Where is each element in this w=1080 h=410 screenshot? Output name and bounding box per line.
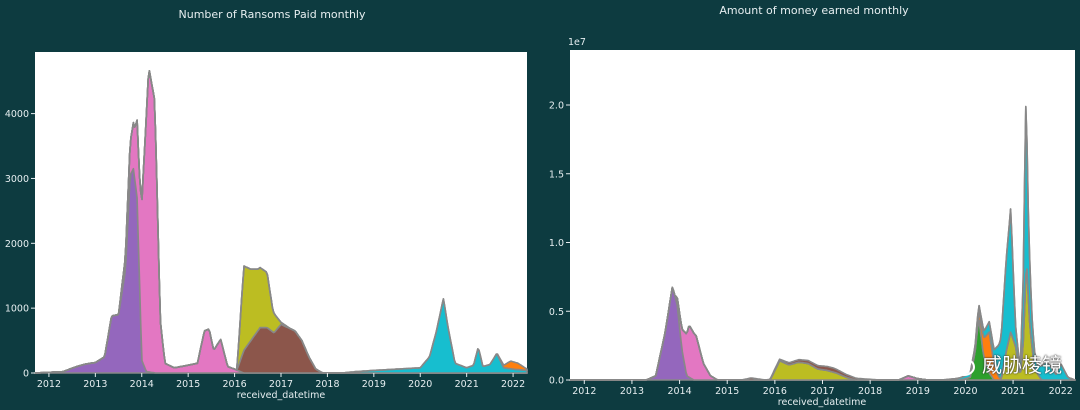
chart-ransoms-paid-svg: Number of Ransoms Paid monthly 2012 2013 2…	[5, 8, 528, 401]
x-tick-label: 2015	[715, 386, 739, 397]
x-tick-label: 2013	[620, 386, 644, 397]
y-axis-offset-label: 1e7	[568, 37, 586, 48]
x-axis-label: received_datetime	[778, 397, 867, 408]
y-tick-label: 0	[23, 369, 29, 380]
x-tick-label: 2014	[667, 386, 691, 397]
x-tick-label: 2014	[130, 379, 154, 390]
y-tick-label: 0.5	[549, 307, 564, 318]
x-tick-label: 2019	[906, 386, 930, 397]
x-tick-label: 2021	[455, 379, 479, 390]
y-tick-label: 4000	[5, 109, 29, 120]
x-tick-label: 2022	[1049, 386, 1073, 397]
x-tick-label: 2022	[501, 379, 525, 390]
x-axis-label: received_datetime	[237, 390, 326, 401]
plot-area	[570, 50, 1075, 380]
x-tick-label: 2018	[858, 386, 882, 397]
series-layer	[569, 105, 1076, 381]
area-series-7	[569, 105, 1076, 381]
x-tick-label: 2017	[810, 386, 834, 397]
x-tick-label: 2012	[37, 379, 61, 390]
y-ticks: 0.0 0.5 1.0 1.5 2.0	[549, 101, 570, 387]
x-tick-label: 2021	[1001, 386, 1025, 397]
x-tick-label: 2018	[315, 379, 339, 390]
x-tick-label: 2016	[222, 379, 246, 390]
x-tick-label: 2012	[572, 386, 596, 397]
chart-title: Amount of money earned monthly	[719, 4, 909, 17]
x-tick-label: 2017	[269, 379, 293, 390]
chart-money-earned: Amount of money earned monthly 1e7 2012 2…	[540, 0, 1080, 410]
y-ticks: 0 1000 2000 3000 4000	[5, 109, 35, 380]
y-tick-label: 2.0	[549, 101, 564, 112]
area-series-6	[34, 70, 528, 374]
y-tick-label: 3000	[5, 174, 29, 185]
x-tick-label: 2020	[953, 386, 977, 397]
x-ticks: 2012 2013 2014 2015 2016 2017 2018 2019 2020 2021…	[37, 373, 525, 390]
x-tick-label: 2019	[362, 379, 386, 390]
chart-ransoms-paid: Number of Ransoms Paid monthly 2012 2013 2…	[5, 8, 528, 401]
y-tick-label: 1.0	[549, 238, 564, 249]
x-tick-label: 2016	[763, 386, 787, 397]
chart-money-earned-svg: Amount of money earned monthly 1e7 2012 2…	[549, 4, 1076, 408]
x-ticks: 2012 2013 2014 2015 2016 2017 2018 2019 2020 2021…	[572, 380, 1073, 397]
y-tick-label: 1.5	[549, 169, 564, 180]
x-tick-label: 2015	[176, 379, 200, 390]
x-tick-label: 2013	[83, 379, 107, 390]
y-tick-label: 1000	[5, 304, 29, 315]
chart-title: Number of Ransoms Paid monthly	[179, 8, 366, 21]
y-tick-label: 2000	[5, 239, 29, 250]
x-tick-label: 2020	[408, 379, 432, 390]
y-tick-label: 0.0	[549, 376, 564, 387]
series-layer	[34, 70, 528, 374]
